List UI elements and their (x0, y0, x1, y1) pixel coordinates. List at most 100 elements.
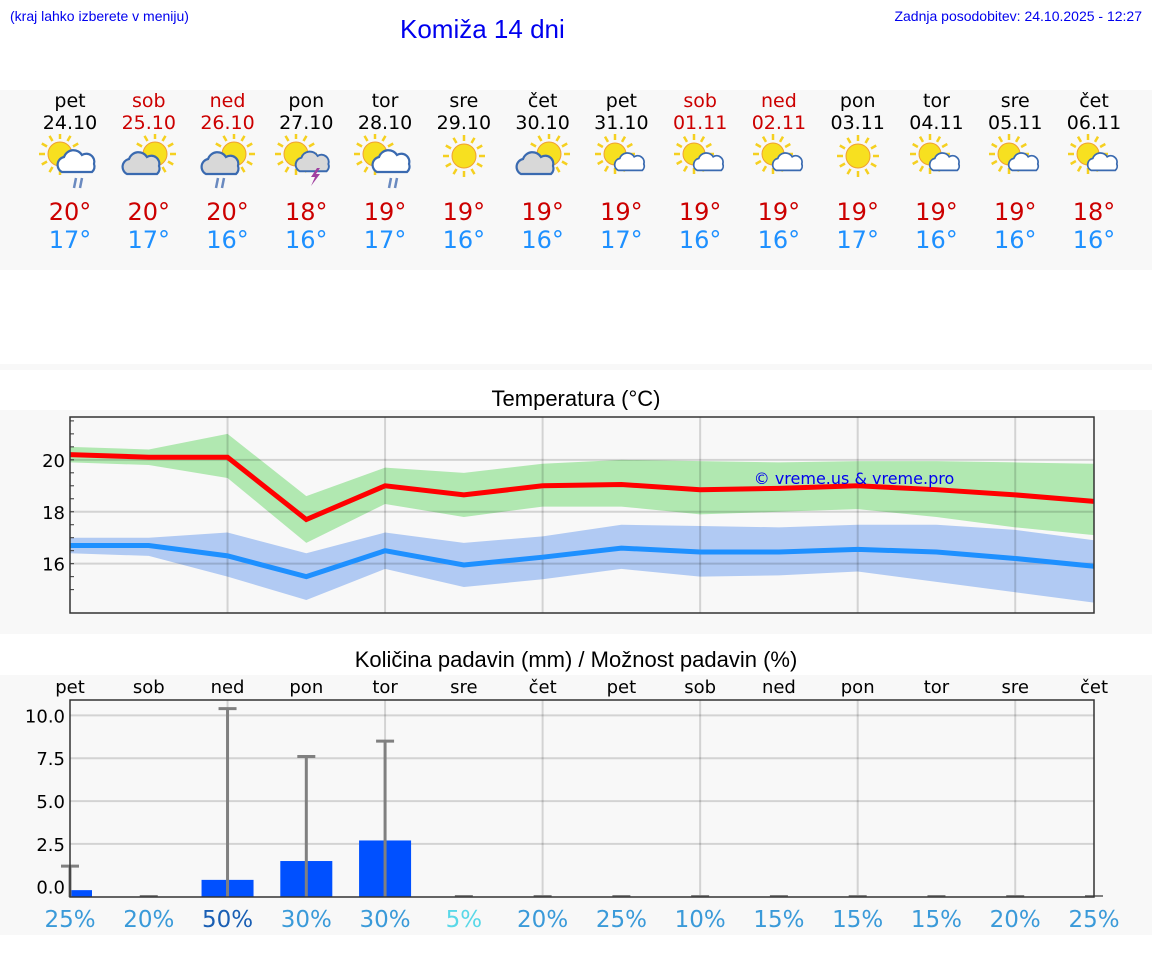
min-temperature-line (70, 543, 1095, 580)
weather-icon (975, 134, 1055, 198)
plot-border (69, 416, 1095, 614)
day-column: pet 31.10 19° 17° (581, 90, 661, 254)
high-temp: 20° (48, 198, 92, 226)
high-temp: 20° (206, 198, 249, 226)
day-name: ned (761, 90, 797, 112)
day-column: sre 29.10 19° 16° (424, 90, 504, 254)
plot-area (70, 700, 1094, 897)
x-day-label: pon (289, 677, 323, 698)
rain-icon (72, 177, 84, 189)
divider (0, 364, 1152, 370)
precip-probability: 10% (675, 907, 726, 933)
x-day-label: sob (133, 677, 165, 698)
day-date: 03.11 (830, 112, 885, 134)
precipitation-chart-title: Količina padavin (mm) / Možnost padavin … (354, 647, 798, 672)
precip-probability: 5% (446, 907, 483, 933)
precip-probability: 20% (990, 907, 1041, 933)
x-day-label: tor (924, 677, 950, 698)
high-temp: 19° (757, 198, 801, 226)
day-column: čet 06.11 18° 16° (1054, 90, 1134, 254)
day-date: 04.11 (909, 112, 964, 134)
weather-icon (109, 133, 189, 198)
cloud-icon (771, 152, 803, 172)
x-day-label: ned (211, 677, 245, 698)
menu-note-link[interactable]: (kraj lahko izberete v meniju) (10, 8, 189, 24)
day-column: tor 04.11 19° 16° (896, 90, 976, 254)
y-tick-label: 16 (42, 555, 65, 576)
x-day-label: ned (762, 677, 796, 698)
precip-bar (70, 890, 92, 897)
day-column: tor 28.10 19° 17° (345, 90, 425, 254)
day-date: 26.10 (200, 112, 255, 134)
cloud-icon (515, 151, 555, 176)
low-temp: 16° (678, 226, 722, 254)
weather-icon (266, 133, 346, 198)
day-date: 27.10 (279, 112, 334, 134)
day-column: ned 02.11 19° 16° (739, 90, 819, 254)
high-temp: 19° (521, 198, 564, 226)
cloud-icon (294, 150, 331, 173)
rain-icon (387, 177, 399, 189)
day-name: sob (131, 90, 166, 112)
x-day-label: sre (1001, 677, 1028, 698)
cloud-icon (1008, 152, 1040, 172)
low-temp: 16° (442, 226, 486, 254)
low-temp: 17° (600, 226, 643, 254)
cloud-icon (1086, 152, 1119, 172)
precip-probability: 20% (123, 907, 174, 933)
precip-probability: 15% (832, 907, 883, 933)
x-day-label: pon (841, 677, 875, 698)
day-date: 02.11 (751, 112, 807, 134)
low-temp: 16° (206, 226, 249, 254)
day-name: ned (209, 90, 246, 112)
x-day-label: sre (450, 677, 477, 698)
day-column: sre 05.11 19° 16° (975, 90, 1055, 254)
max-temperature-line (69, 452, 1095, 523)
weather-icon (503, 133, 583, 198)
sun-icon (836, 135, 879, 177)
high-temp: 19° (678, 198, 722, 226)
weather-icon (660, 134, 740, 198)
high-temp: 18° (1072, 198, 1116, 226)
x-day-label: čet (529, 677, 557, 698)
weather-icon (581, 134, 661, 198)
cloud-icon (56, 149, 96, 174)
day-date: 28.10 (357, 112, 413, 134)
precip-probability: 50% (202, 907, 253, 933)
weather-icon (818, 134, 898, 198)
day-date: 06.11 (1066, 112, 1122, 134)
precip-probability: 20% (517, 907, 568, 933)
weather-icon (1054, 134, 1134, 198)
day-column: ned 26.10 20° 16° (188, 90, 268, 254)
low-temp: 16° (993, 226, 1037, 254)
precip-probability: 15% (911, 907, 962, 933)
cloud-icon (121, 151, 161, 176)
high-temp: 18° (285, 198, 328, 226)
y-tick-label: 18 (42, 503, 65, 524)
day-column: čet 30.10 19° 16° (503, 90, 583, 254)
weather-icon (345, 133, 425, 198)
low-temp: 16° (285, 226, 328, 254)
low-temp: 16° (915, 226, 958, 254)
sun-icon (442, 135, 485, 177)
precip-probability: 30% (281, 907, 332, 933)
weather-icon (188, 133, 268, 198)
day-name: čet (527, 90, 558, 112)
temperature-chart-panel: 16 18 20 © vreme.us & vreme.pro (0, 410, 1152, 634)
precip-probability: 15% (753, 907, 804, 933)
day-column: sob 25.10 20° 17° (109, 90, 189, 254)
precipitation-chart: 0.0 2.5 5.0 7.5 10.0 pet 25% sob 20% ned 50% pon 30%… (25, 677, 1120, 933)
cloud-icon (929, 152, 961, 172)
watermark: © vreme.us & vreme.pro (754, 469, 955, 488)
lightning-icon (311, 168, 321, 186)
cloud-icon (200, 151, 240, 176)
high-temp: 19° (993, 198, 1037, 226)
day-date: 25.10 (121, 112, 176, 134)
day-name: sre (449, 90, 479, 112)
high-temp: 19° (442, 198, 486, 226)
day-name: tor (371, 90, 399, 112)
cloud-icon (371, 149, 411, 174)
y-tick-label: 0.0 (36, 878, 65, 899)
y-tick-label: 20 (42, 451, 65, 472)
weather-icon (739, 134, 819, 198)
